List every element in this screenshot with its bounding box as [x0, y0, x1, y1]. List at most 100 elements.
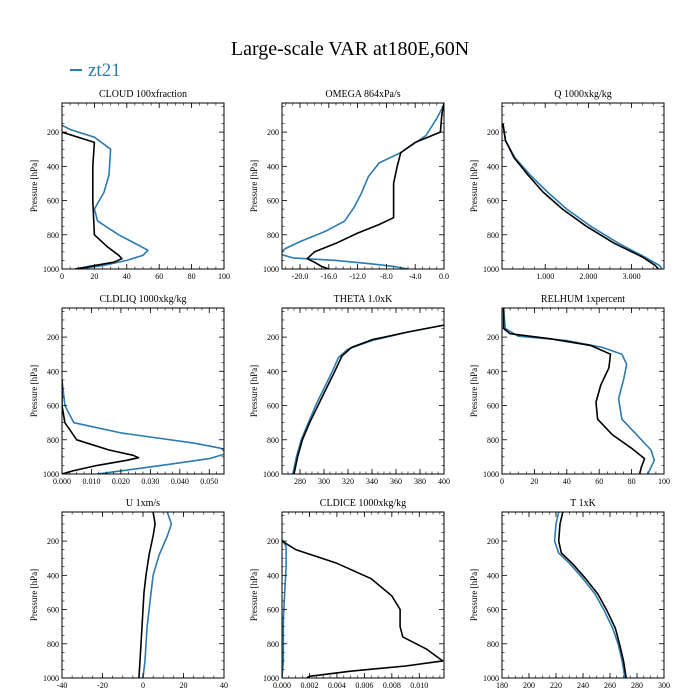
series-reference-line — [138, 512, 156, 678]
y-tick-label: 200 — [267, 333, 279, 342]
y-tick-label: 1000 — [43, 674, 59, 683]
x-tick-label: 300 — [658, 681, 670, 690]
panel-frame — [281, 307, 445, 475]
x-tick-label: 40 — [123, 272, 131, 281]
y-tick-label: 400 — [267, 367, 279, 376]
x-tick-label: 300 — [318, 477, 330, 486]
y-tick-label: 1000 — [263, 265, 279, 274]
x-tick-label: 0 — [60, 272, 64, 281]
panel-1: 0 20 40 60 80 100 200 400 600 800 1000 CLOUD 100xfr… — [29, 89, 230, 281]
x-tick-label: 0.000 — [273, 681, 291, 690]
panel-title: CLDICE 1000xkg/kg — [320, 498, 406, 509]
x-tick-label: 380 — [414, 477, 426, 486]
x-tick-label: 240 — [577, 681, 589, 690]
x-tick-label: 20 — [90, 272, 98, 281]
legend-swatch — [70, 68, 82, 71]
panel-5: 280 300 320 340 360 380 400 200 400 600 800 1000 THE… — [249, 294, 450, 486]
x-tick-label: 0.006 — [355, 681, 373, 690]
x-tick-label: 220 — [550, 681, 562, 690]
y-tick-label: 400 — [267, 571, 279, 580]
y-axis-label: Pressure [hPa] — [29, 160, 39, 212]
y-tick-label: 400 — [267, 162, 279, 171]
y-tick-label: 1000 — [483, 265, 499, 274]
panel-frame — [281, 102, 445, 270]
y-tick-label: 600 — [47, 197, 59, 206]
x-tick-label: 360 — [390, 477, 402, 486]
panel-4: 0.000 0.010 0.020 0.030 0.040 0.050 200 400 600 8… — [29, 294, 225, 486]
y-axis-label: Pressure [hPa] — [469, 365, 479, 417]
panel-9: 180 200 220 240 260 280 300 200 400 600 800 1000 T 1… — [469, 498, 670, 690]
x-tick-label: 280 — [294, 477, 306, 486]
x-tick-label: 3.000 — [623, 272, 641, 281]
x-tick-label: 0.0 — [439, 272, 449, 281]
panel-title: CLDLIQ 1000xkg/kg — [100, 294, 187, 305]
panel-frame — [281, 511, 445, 679]
x-tick-label: 0 — [500, 477, 504, 486]
x-tick-label: 0.050 — [200, 477, 218, 486]
y-tick-label: 1000 — [483, 470, 499, 479]
x-tick-label: 20 — [530, 477, 538, 486]
x-tick-label: 40 — [220, 681, 228, 690]
x-tick-label: 180 — [496, 681, 508, 690]
x-tick-label: 320 — [342, 477, 354, 486]
panel-title: Q 1000xkg/kg — [554, 89, 612, 100]
y-tick-label: 800 — [267, 231, 279, 240]
y-tick-label: 800 — [487, 231, 499, 240]
x-tick-label: -8.0 — [380, 272, 393, 281]
series-reference-line — [502, 123, 659, 269]
y-tick-label: 200 — [487, 537, 499, 546]
y-tick-label: 600 — [47, 402, 59, 411]
y-tick-label: 1000 — [43, 265, 59, 274]
x-tick-label: 400 — [438, 477, 450, 486]
x-tick-label: 200 — [523, 681, 535, 690]
series-zt21-line — [292, 324, 444, 474]
y-tick-label: 1000 — [263, 470, 279, 479]
x-tick-label: 0.004 — [328, 681, 346, 690]
x-tick-label: 0.030 — [141, 477, 159, 486]
panel-title: RELHUM 1xpercent — [541, 294, 625, 305]
x-tick-label: 340 — [366, 477, 378, 486]
series-reference-line — [62, 379, 140, 474]
legend-label: zt21 — [88, 60, 121, 81]
y-tick-label: 1000 — [43, 470, 59, 479]
y-tick-label: 400 — [487, 162, 499, 171]
series-reference-line — [282, 540, 444, 678]
y-axis-label: Pressure [hPa] — [29, 569, 39, 621]
x-tick-label: 0.020 — [112, 477, 130, 486]
x-tick-label: 100 — [658, 477, 670, 486]
panel-frame — [501, 511, 665, 679]
x-tick-label: -20.0 — [292, 272, 309, 281]
y-tick-label: 1000 — [483, 674, 499, 683]
panel-frame — [61, 307, 225, 475]
series-reference-line — [502, 308, 646, 474]
y-tick-label: 400 — [487, 571, 499, 580]
series-zt21-line — [282, 104, 444, 269]
x-tick-label: 60 — [155, 272, 163, 281]
y-tick-label: 400 — [47, 367, 59, 376]
panel-title: CLOUD 100xfraction — [99, 89, 187, 100]
panel-title: OMEGA 864xPa/s — [325, 89, 400, 100]
y-axis-label: Pressure [hPa] — [29, 365, 39, 417]
y-tick-label: 400 — [487, 367, 499, 376]
y-tick-label: 600 — [267, 402, 279, 411]
y-tick-label: 200 — [487, 333, 499, 342]
y-tick-label: 800 — [267, 436, 279, 445]
x-tick-label: 0.010 — [82, 477, 100, 486]
x-tick-label: 60 — [595, 477, 603, 486]
panel-title: U 1xm/s — [126, 498, 160, 509]
x-tick-label: 280 — [631, 681, 643, 690]
series-zt21-line — [62, 124, 149, 269]
series-zt21-line — [502, 308, 656, 474]
panel-title: T 1xK — [570, 498, 596, 509]
x-tick-label: 100 — [218, 272, 230, 281]
panel-8: 0.000 0.002 0.004 0.006 0.008 0.010 200 400 600 8… — [249, 498, 445, 690]
y-axis-label: Pressure [hPa] — [469, 569, 479, 621]
series-reference-line — [557, 512, 627, 678]
y-tick-label: 200 — [47, 537, 59, 546]
x-tick-label: 260 — [604, 681, 616, 690]
panel-frame — [501, 102, 665, 270]
y-axis-label: Pressure [hPa] — [249, 365, 259, 417]
y-axis-label: Pressure [hPa] — [469, 160, 479, 212]
y-tick-label: 200 — [487, 128, 499, 137]
